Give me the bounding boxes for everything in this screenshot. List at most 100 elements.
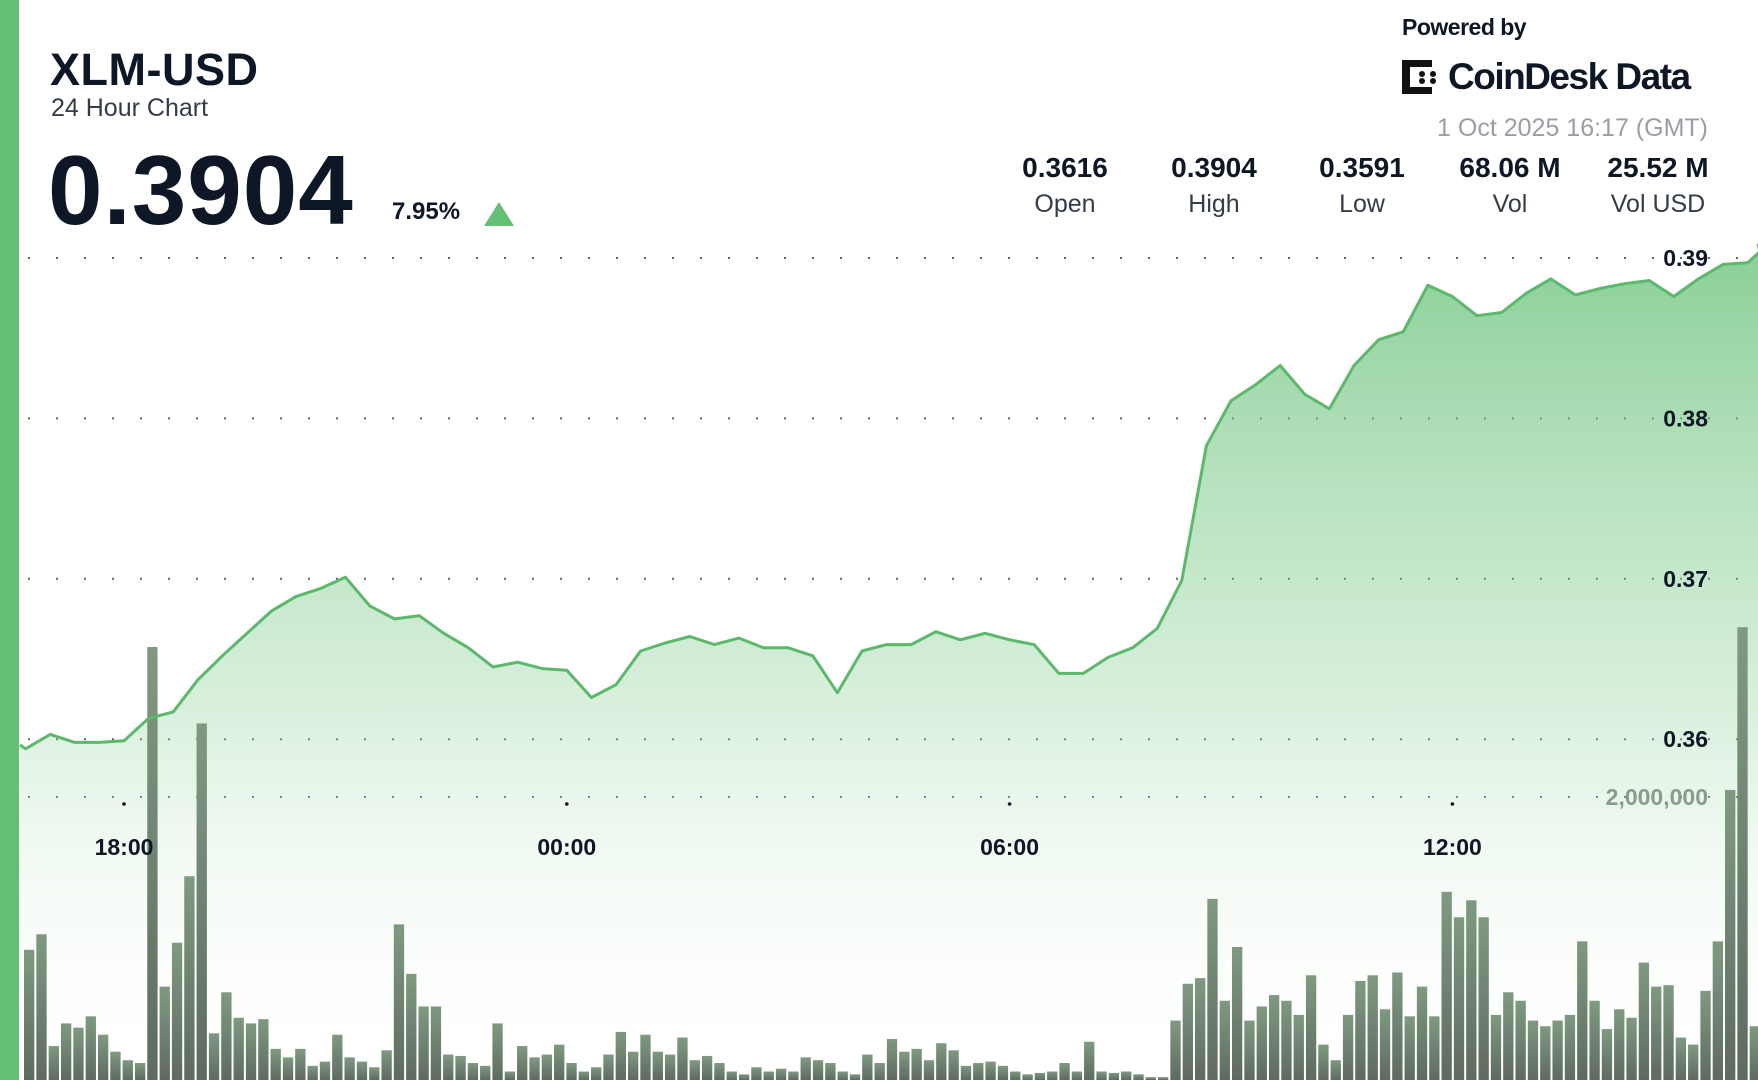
volume-bar: [775, 1068, 787, 1080]
volume-bar: [1675, 1037, 1687, 1080]
volume-bar: [1047, 1071, 1058, 1080]
volume-bar: [270, 1048, 281, 1080]
volume-bar: [936, 1043, 947, 1080]
volume-bar: [295, 1048, 306, 1080]
x-tick-mark: [565, 802, 569, 806]
volume-bar: [110, 1051, 121, 1080]
volume-bar: [788, 1071, 799, 1080]
stat-vol: 68.06 M Vol: [1435, 152, 1585, 219]
volume-bar: [1293, 1014, 1304, 1080]
volume-bar: [1416, 986, 1428, 1080]
x-tick-mark: [122, 802, 126, 806]
volume-bar: [1552, 1020, 1563, 1080]
volume-bar: [578, 1071, 590, 1080]
volume-bar: [751, 1067, 762, 1080]
brand-name: CoinDesk Data: [1448, 56, 1691, 97]
volume-bar: [1133, 1074, 1144, 1080]
volume-bar: [825, 1063, 836, 1080]
volume-bar: [97, 1034, 109, 1080]
volume-bar: [529, 1057, 540, 1080]
y-tick-label: 0.37: [1663, 566, 1708, 592]
x-tick-mark: [1450, 802, 1455, 806]
volume-bar: [997, 1065, 1009, 1080]
volume-bar: [973, 1063, 984, 1080]
volume-bar: [467, 1063, 479, 1080]
volume-bar: [886, 1038, 898, 1080]
volume-bar: [455, 1055, 466, 1080]
volume-bar: [591, 1067, 602, 1080]
volume-bar: [763, 1071, 774, 1080]
volume-bar: [24, 949, 35, 1080]
stat-low: 0.3591 Low: [1287, 152, 1437, 219]
volume-bar: [134, 1063, 146, 1080]
volume-bar: [677, 1037, 688, 1080]
volume-bar: [221, 992, 232, 1080]
volume-bar: [1626, 1017, 1637, 1080]
volume-bar: [208, 1033, 220, 1080]
volume-bar: [1256, 1006, 1267, 1080]
volume-bar: [1712, 941, 1724, 1080]
volume-bar: [1515, 1000, 1526, 1080]
volume-bar: [406, 973, 417, 1080]
price-area: [20, 243, 1758, 1080]
volume-bar: [800, 1057, 811, 1080]
volume-bar: [948, 1050, 959, 1080]
x-tick-label: 18:00: [95, 834, 154, 860]
volume-bar: [85, 1016, 96, 1080]
stat-label: Low: [1339, 190, 1385, 218]
volume-bar: [1281, 1000, 1292, 1080]
volume-bar: [1194, 978, 1206, 1080]
volume-bar: [147, 647, 158, 1080]
volume-bar: [837, 1071, 848, 1080]
price-change: 7.95%: [392, 198, 461, 225]
volume-bar: [1059, 1063, 1070, 1080]
volume-bar: [1034, 1072, 1046, 1080]
volume-bar: [1022, 1074, 1033, 1080]
volume-bar: [541, 1054, 553, 1080]
volume-bar: [1244, 1020, 1255, 1080]
volume-bar: [233, 1017, 244, 1080]
stat-label: High: [1188, 190, 1240, 218]
volume-bar: [1084, 1041, 1095, 1080]
volume-bar: [627, 1051, 639, 1080]
volume-bar: [1601, 1029, 1613, 1080]
volume-bar: [1478, 917, 1489, 1080]
stat-vol-usd: 25.52 M Vol USD: [1583, 152, 1733, 219]
volume-bar: [393, 924, 405, 1080]
volume-bar: [258, 1019, 269, 1080]
volume-bar: [1614, 1009, 1625, 1080]
volume-bar: [1392, 972, 1403, 1080]
volume-bar: [1540, 1026, 1551, 1080]
coindesk-logo-icon: [1402, 60, 1436, 94]
stat-value: 0.3616: [1022, 152, 1108, 183]
volume-bar: [1466, 900, 1477, 1080]
volume-bar: [1071, 1071, 1083, 1080]
volume-bar: [960, 1065, 972, 1080]
volume-bar: [1010, 1071, 1021, 1080]
volume-bar: [480, 1065, 491, 1080]
volume-bar: [245, 1023, 257, 1080]
volume-bar: [862, 1054, 873, 1080]
volume-bar: [430, 1006, 442, 1080]
volume-bar: [319, 1061, 331, 1080]
volume-bar: [1158, 1077, 1169, 1080]
stat-open: 0.3616 Open: [990, 152, 1140, 219]
volume-bar: [1638, 962, 1650, 1080]
volume-tick-label: 2,000,000: [1606, 784, 1708, 810]
volume-bar: [1096, 1071, 1107, 1080]
volume-bar: [1231, 946, 1243, 1080]
volume-bar: [1749, 1026, 1758, 1080]
volume-bar: [73, 1027, 84, 1080]
y-tick-label: 0.38: [1663, 405, 1708, 431]
volume-bar: [1355, 980, 1366, 1080]
volume-bar: [1564, 1014, 1576, 1080]
volume-bar: [652, 1051, 663, 1080]
volume-bar: [923, 1060, 935, 1080]
stat-label: Vol USD: [1610, 190, 1706, 218]
timestamp: 1 Oct 2025 16:17 (GMT): [1437, 114, 1708, 142]
volume-bar: [418, 1006, 429, 1080]
volume-bar: [899, 1051, 910, 1080]
volume-bar: [356, 1061, 368, 1080]
chart-subtitle: 24 Hour Chart: [51, 94, 209, 122]
